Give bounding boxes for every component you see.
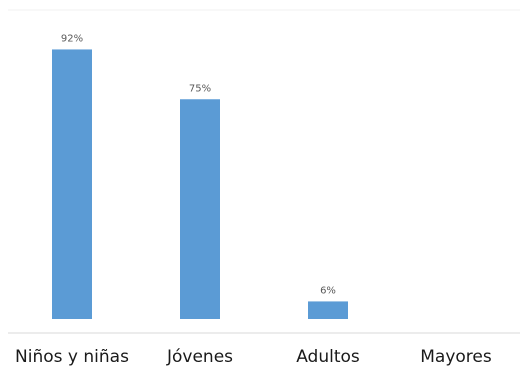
data-label-0: 92% xyxy=(61,33,83,44)
x-tick-label-1: Jóvenes xyxy=(166,347,233,367)
bars-layer xyxy=(52,49,348,319)
data-label-2: 6% xyxy=(320,285,336,296)
bar-2 xyxy=(308,301,348,319)
labels-layer: 92% Niños y niñas 75% Jóvenes 6% Adultos Mayor… xyxy=(15,33,492,367)
bar-0 xyxy=(52,49,92,319)
x-tick-label-3: Mayores xyxy=(420,347,492,367)
x-tick-label-2: Adultos xyxy=(296,347,360,367)
x-tick-label-0: Niños y niñas xyxy=(15,347,129,367)
bar-1 xyxy=(180,99,220,319)
data-label-1: 75% xyxy=(189,83,211,94)
